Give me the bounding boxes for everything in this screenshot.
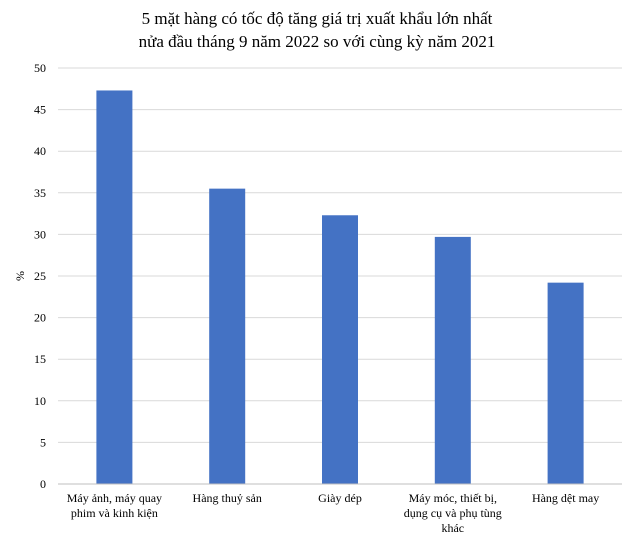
x-category-label: Máy móc, thiết bị,	[409, 491, 497, 505]
y-tick-label: 40	[34, 144, 46, 158]
x-category-label: Hàng thuỷ sản	[193, 491, 262, 505]
x-category-label: Giày dép	[318, 491, 362, 505]
bar	[96, 90, 133, 485]
y-tick-label: 5	[40, 435, 46, 449]
bar	[547, 282, 584, 484]
y-tick-label: 35	[34, 186, 46, 200]
x-category-label: dụng cụ và phụ tùng	[404, 506, 502, 520]
bar	[434, 236, 471, 484]
chart-title-line-2: nửa đầu tháng 9 năm 2022 so với cùng kỳ …	[139, 32, 496, 51]
y-tick-label: 30	[34, 227, 46, 241]
y-tick-label: 20	[34, 311, 46, 325]
bars	[96, 90, 584, 485]
bar	[209, 188, 246, 484]
y-tick-label: 45	[34, 103, 46, 117]
chart-title-line-1: 5 mặt hàng có tốc độ tăng giá trị xuất k…	[142, 9, 493, 28]
y-axis-label: %	[13, 271, 27, 281]
x-category-label: Máy ảnh, máy quay	[67, 491, 162, 505]
x-category-label: phim và kinh kiện	[71, 506, 158, 520]
y-tick-label: 50	[34, 61, 46, 75]
y-tick-label: 25	[34, 269, 46, 283]
y-tick-label: 10	[34, 394, 46, 408]
y-tick-label: 15	[34, 352, 46, 366]
y-axis-ticks: 0 5 10 15 20 25 30 35 40 45 50	[34, 61, 46, 491]
x-category-label: Hàng dệt may	[532, 491, 599, 505]
bar	[322, 215, 358, 484]
y-tick-label: 0	[40, 477, 46, 491]
x-category-label: khác	[441, 521, 464, 535]
